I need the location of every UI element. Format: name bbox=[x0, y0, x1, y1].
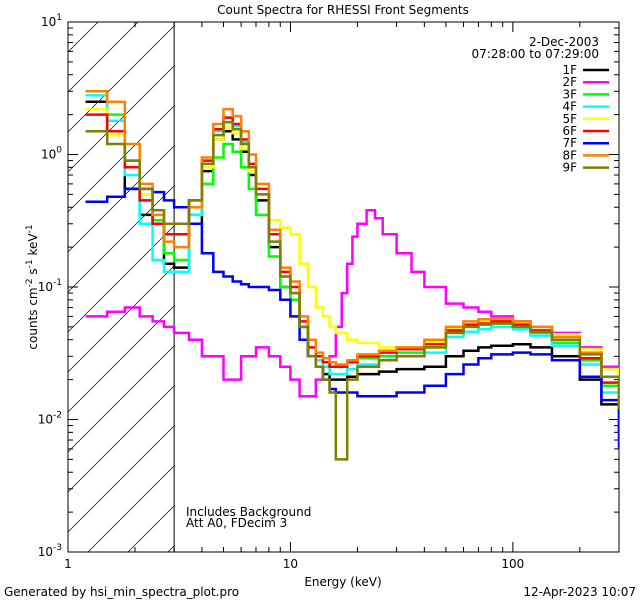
legend-label-9F: 9F bbox=[562, 161, 577, 175]
legend-date: 2-Dec-2003 bbox=[529, 35, 599, 49]
x-tick-labels: 1 10 100 bbox=[64, 557, 524, 571]
x-tick-label: 10 bbox=[283, 557, 298, 571]
annotation-attenuator: Att A0, FDecim 3 bbox=[186, 516, 287, 530]
footer-timestamp: 12-Apr-2023 10:07 bbox=[523, 585, 636, 599]
legend-label-1F: 1F bbox=[562, 63, 577, 77]
series-line-9F bbox=[85, 121, 619, 461]
legend-label-3F: 3F bbox=[562, 87, 577, 101]
legend-label-5F: 5F bbox=[562, 112, 577, 126]
legend-label-6F: 6F bbox=[562, 124, 577, 138]
y-tick-label: 10-3 bbox=[38, 543, 62, 559]
chart-title: Count Spectra for RHESSI Front Segments bbox=[217, 3, 469, 17]
legend-label-4F: 4F bbox=[562, 100, 577, 114]
x-tick-label: 100 bbox=[501, 557, 524, 571]
legend-label-8F: 8F bbox=[562, 148, 577, 162]
annotation-background: Includes Background bbox=[186, 505, 311, 519]
x-axis-label: Energy (keV) bbox=[304, 575, 381, 589]
legend-label-7F: 7F bbox=[562, 136, 577, 150]
series-line-2F bbox=[85, 208, 619, 398]
y-tick-label: 10-2 bbox=[38, 411, 62, 427]
footer-generated-by: Generated by hsi_min_spectra_plot.pro bbox=[4, 585, 239, 599]
legend-label-2F: 2F bbox=[562, 75, 577, 89]
y-tick-labels: 10-3 10-2 10-1 100 101 bbox=[38, 13, 63, 559]
y-tick-label: 101 bbox=[41, 13, 62, 29]
legend-time-range: 07:28:00 to 07:29:00 bbox=[472, 47, 599, 61]
axis-ticks bbox=[67, 21, 620, 553]
y-tick-label: 100 bbox=[41, 146, 62, 162]
y-axis-label: counts cm-2 s-1 keV-1 bbox=[25, 224, 40, 349]
y-tick-label: 10-1 bbox=[38, 278, 62, 294]
x-tick-label: 1 bbox=[64, 557, 72, 571]
series-layer bbox=[85, 90, 619, 461]
